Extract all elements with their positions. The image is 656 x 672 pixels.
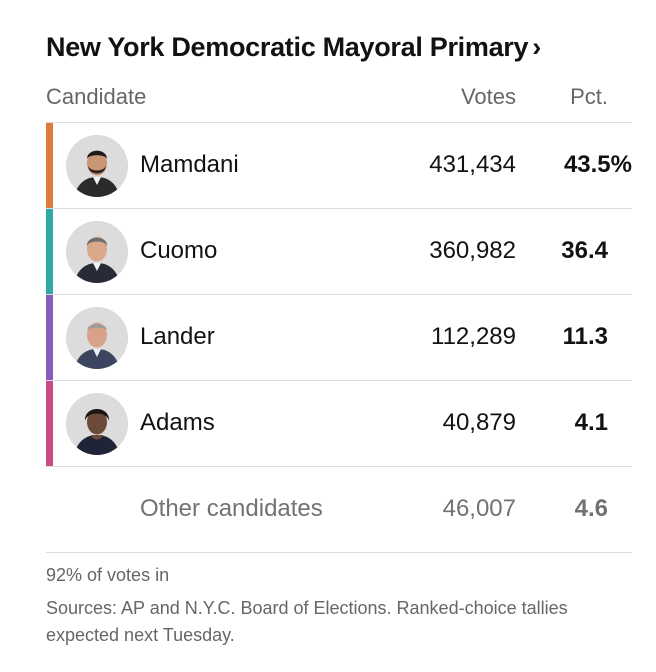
candidate-name: Cuomo [140, 237, 218, 264]
candidate-votes: 360,982 [429, 237, 516, 264]
other-candidates-pct: 4.6 [574, 495, 608, 522]
results-widget: New York Democratic Mayoral Primary › Can… [46, 28, 632, 649]
other-candidates-votes: 46,007 [442, 495, 516, 522]
candidate-pct: 4.1 [574, 409, 608, 436]
table-row-other: Other candidates 46,007 4.6 [46, 467, 632, 553]
table-row: Cuomo 360,982 36.4 [46, 209, 632, 295]
table-row: Adams 40,879 4.1 [46, 381, 632, 467]
table-row: Mamdani 431,434 43.5% [46, 123, 632, 209]
chevron-right-icon[interactable]: › [532, 32, 541, 62]
avatar [66, 135, 128, 197]
avatar [66, 221, 128, 283]
sources-note: Sources: AP and N.Y.C. Board of Election… [46, 598, 568, 645]
candidate-votes: 112,289 [431, 323, 516, 350]
candidate-name: Adams [140, 409, 215, 436]
person-icon [66, 307, 128, 369]
candidate-name: Lander [140, 323, 215, 350]
candidate-votes: 431,434 [429, 151, 516, 178]
person-icon [66, 221, 128, 283]
other-candidates-label: Other candidates [140, 495, 323, 522]
avatar [66, 307, 128, 369]
candidate-pct: 11.3 [562, 323, 608, 350]
candidate-votes: 40,879 [442, 409, 516, 436]
page-title[interactable]: New York Democratic Mayoral Primary › [46, 28, 632, 66]
candidate-color-bar [46, 123, 53, 208]
person-icon [66, 393, 128, 455]
candidate-name: Mamdani [140, 151, 239, 178]
reporting-status: 92% of votes in [46, 565, 170, 585]
table-header: Candidate Votes Pct. [46, 66, 632, 123]
footer: 92% of votes in Sources: AP and N.Y.C. B… [46, 562, 632, 649]
column-header-votes: Votes [460, 84, 516, 109]
candidate-color-bar [46, 381, 53, 466]
person-icon [66, 135, 128, 197]
table-row: Lander 112,289 11.3 [46, 295, 632, 381]
avatar [66, 393, 128, 455]
candidate-color-bar [46, 209, 53, 294]
candidate-pct: 36.4 [561, 237, 608, 264]
title-text[interactable]: New York Democratic Mayoral Primary [46, 32, 529, 62]
column-header-candidate: Candidate [46, 84, 147, 109]
column-header-pct: Pct. [570, 84, 608, 109]
candidate-pct: 43.5% [563, 151, 632, 178]
candidate-color-bar [46, 295, 53, 380]
